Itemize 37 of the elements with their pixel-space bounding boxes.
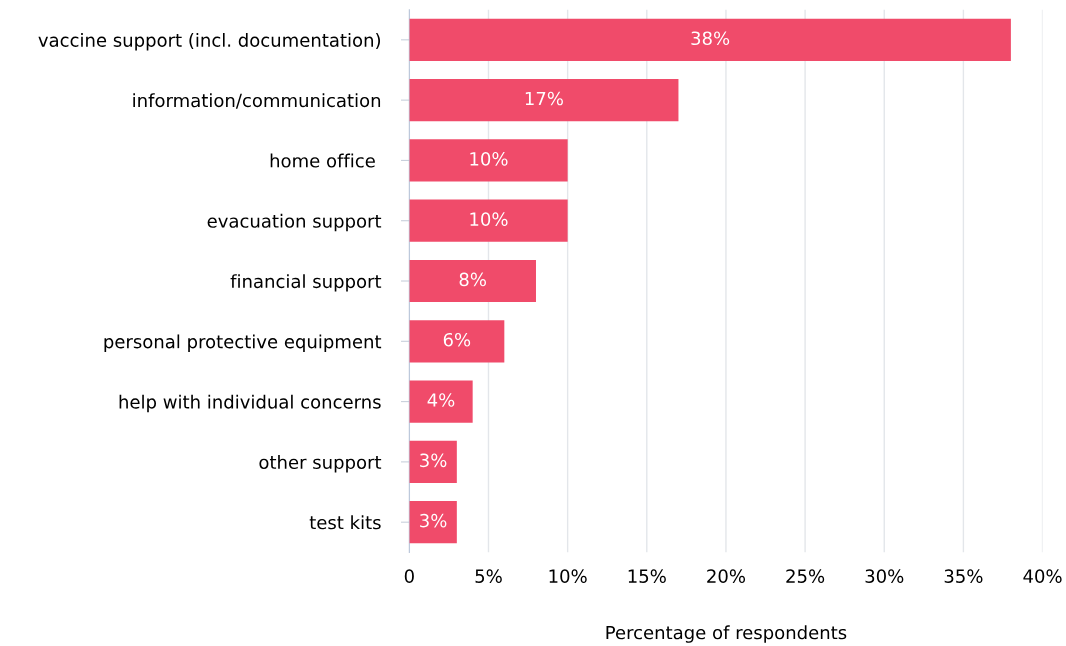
- y-tick-label: vaccine support (incl. documentation): [38, 32, 381, 51]
- x-tick-label: 25%: [786, 569, 825, 583]
- y-tick-label: evacuation support: [207, 213, 382, 232]
- bar: [409, 440, 457, 483]
- y-tick-label: other support: [259, 455, 382, 473]
- bar: [409, 199, 568, 242]
- x-tick-label: 0: [404, 569, 414, 583]
- bar: [409, 320, 505, 363]
- x-tick-label: 40%: [1023, 569, 1062, 583]
- y-tick-label: personal protective equipment: [104, 334, 382, 352]
- x-tick-label: 20%: [707, 569, 746, 583]
- data-label: 17%: [525, 91, 563, 106]
- y-tick-label: information/communication: [133, 93, 381, 109]
- x-axis-title: Percentage of respondents: [606, 625, 847, 643]
- y-tick-label: help with individual concerns: [119, 394, 381, 413]
- bar: [409, 259, 536, 303]
- x-tick-label: 30%: [865, 569, 904, 583]
- y-tick-label: financial support: [230, 274, 382, 292]
- bar: [409, 501, 457, 544]
- x-tick-label: 5%: [475, 569, 502, 583]
- bar: [409, 139, 568, 182]
- data-label: 6%: [443, 332, 471, 347]
- x-tick-label: 15%: [628, 569, 666, 583]
- x-tick-label: 10%: [549, 569, 587, 583]
- y-tick-label: home office: [270, 153, 375, 168]
- x-tick-label: 35%: [944, 569, 983, 583]
- data-label: 3%: [420, 513, 447, 528]
- bar: [409, 380, 473, 423]
- data-label: 3%: [420, 453, 447, 468]
- data-label: 38%: [691, 31, 730, 46]
- y-tick-label: test kits: [309, 515, 381, 530]
- data-label: 10%: [470, 152, 508, 166]
- data-label: 10%: [470, 212, 508, 226]
- data-label: 4%: [427, 393, 455, 407]
- bar: [409, 18, 1011, 61]
- bar: [409, 79, 679, 122]
- data-label: 8%: [459, 272, 486, 287]
